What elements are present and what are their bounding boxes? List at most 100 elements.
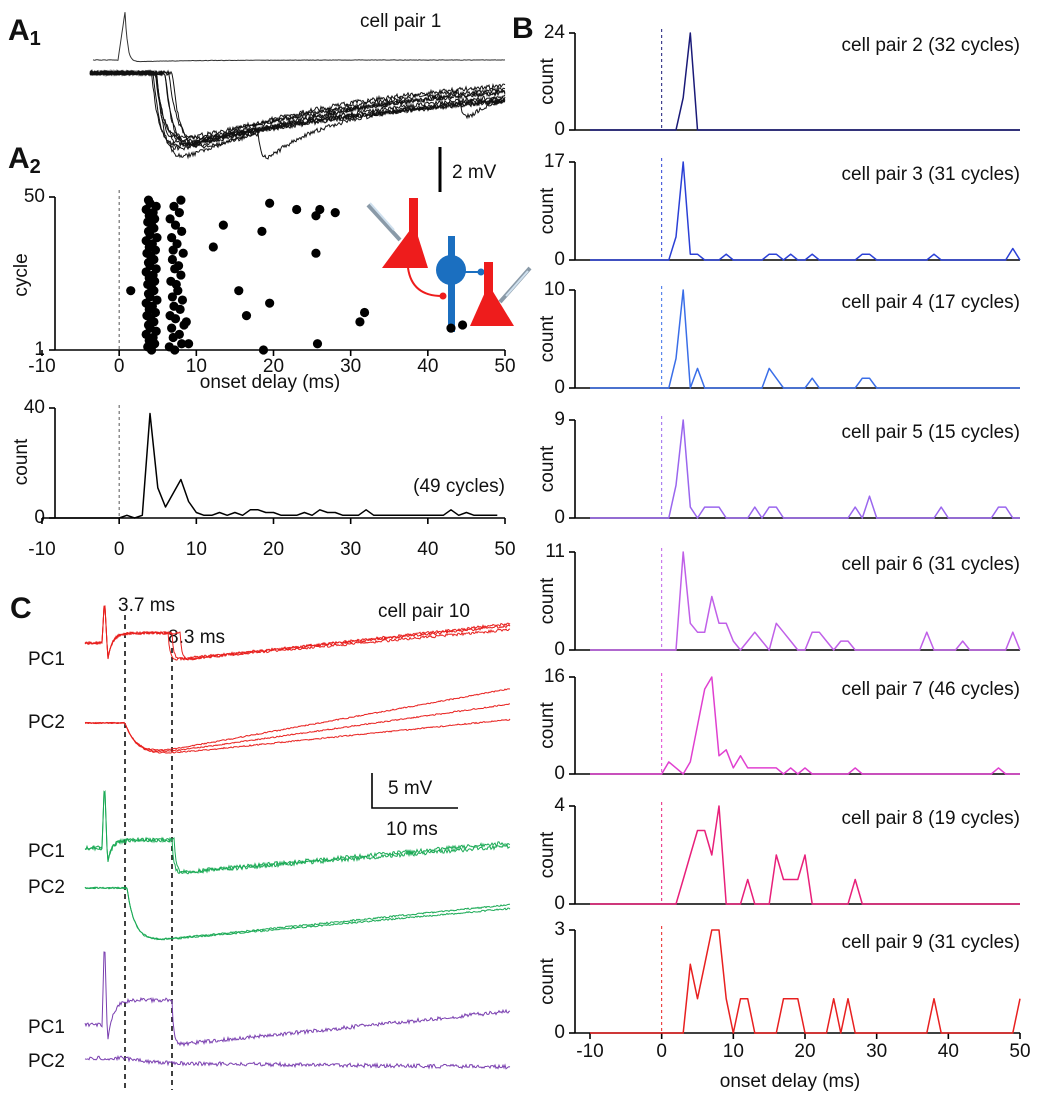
pipette bbox=[505, 270, 529, 297]
x-tick-label: 20 bbox=[263, 539, 284, 560]
dendrite bbox=[484, 262, 493, 302]
point bbox=[446, 323, 456, 333]
scale-label: 5 mV bbox=[388, 778, 433, 799]
y-tick-label: 50 bbox=[24, 186, 45, 207]
circuit-icon bbox=[366, 198, 532, 332]
x-tick-label: 50 bbox=[494, 356, 515, 377]
x-tick-label: 20 bbox=[263, 356, 284, 377]
synapse bbox=[477, 268, 485, 276]
y-tick-label: 24 bbox=[544, 22, 566, 43]
point bbox=[174, 208, 184, 218]
trace bbox=[89, 69, 506, 149]
pyramidal-cell bbox=[470, 290, 514, 326]
y-tick-label: 9 bbox=[554, 409, 565, 430]
point bbox=[311, 211, 321, 221]
point bbox=[265, 298, 275, 308]
y-tick-label: 0 bbox=[554, 249, 565, 270]
point bbox=[234, 286, 244, 296]
point bbox=[184, 339, 194, 349]
y-tick-label: 0 bbox=[554, 763, 565, 784]
trace bbox=[89, 68, 506, 152]
chart-title: cell pair 8 (19 cycles) bbox=[842, 808, 1020, 829]
y-axis-label: count bbox=[537, 831, 558, 878]
panel-label: A2 bbox=[8, 142, 41, 178]
y-axis-label: count bbox=[537, 958, 558, 1005]
y-tick-label: 0 bbox=[554, 377, 565, 398]
pyramidal-cell bbox=[382, 230, 428, 268]
x-tick-label: 10 bbox=[186, 356, 207, 377]
trace-label: PC1 bbox=[28, 841, 65, 862]
point bbox=[177, 295, 188, 305]
chart-title: cell pair 9 (31 cycles) bbox=[842, 932, 1020, 953]
point bbox=[218, 220, 228, 230]
trace bbox=[84, 790, 511, 875]
y-tick-label: 0 bbox=[554, 1022, 565, 1043]
panel-letter: A bbox=[8, 142, 30, 175]
axon bbox=[407, 267, 443, 297]
pipette bbox=[369, 202, 395, 231]
point bbox=[208, 242, 218, 252]
scale-label: 10 ms bbox=[386, 819, 438, 840]
line bbox=[590, 929, 1021, 1034]
y-tick-label: 11 bbox=[545, 541, 565, 562]
marker-label: 8.3 ms bbox=[168, 627, 225, 648]
y-axis-label: count bbox=[537, 445, 558, 492]
y-tick-label: 0 bbox=[554, 639, 565, 660]
trace bbox=[92, 12, 506, 63]
panel-label: C bbox=[10, 592, 32, 625]
chart-title: cell pair 4 (17 cycles) bbox=[842, 292, 1020, 313]
point bbox=[164, 342, 174, 352]
trace-label: PC1 bbox=[28, 1017, 65, 1038]
synapse bbox=[439, 292, 447, 300]
point bbox=[265, 198, 275, 208]
point bbox=[167, 292, 178, 302]
x-tick-label: 50 bbox=[1009, 1041, 1030, 1062]
point bbox=[165, 214, 175, 224]
point bbox=[181, 317, 191, 327]
point bbox=[174, 329, 184, 339]
trace bbox=[84, 789, 511, 875]
point bbox=[311, 248, 321, 258]
point bbox=[167, 232, 177, 243]
trace-title: cell pair 10 bbox=[378, 601, 470, 622]
pipette bbox=[366, 203, 402, 242]
y-axis-label: count bbox=[11, 438, 32, 485]
x-tick-label: -10 bbox=[28, 539, 55, 560]
point bbox=[143, 195, 154, 205]
marker-label: 3.7 ms bbox=[118, 595, 175, 616]
y-tick-label: 4 bbox=[554, 795, 565, 816]
y-tick-label: 40 bbox=[24, 397, 45, 418]
point bbox=[169, 201, 179, 211]
point bbox=[167, 323, 177, 333]
panel-label: B bbox=[512, 12, 534, 45]
line bbox=[42, 412, 498, 519]
point bbox=[177, 226, 187, 236]
trace bbox=[84, 1054, 511, 1070]
trace-title: cell pair 1 bbox=[360, 11, 441, 32]
trace bbox=[84, 605, 511, 661]
interneuron bbox=[436, 255, 466, 285]
point bbox=[177, 339, 187, 349]
point bbox=[176, 195, 186, 205]
point bbox=[173, 261, 184, 271]
y-tick-label: 16 bbox=[544, 666, 565, 687]
chart-title: cell pair 2 (32 cycles) bbox=[842, 35, 1020, 56]
trace bbox=[84, 718, 511, 754]
point bbox=[312, 339, 323, 349]
y-tick-label: 0 bbox=[554, 507, 565, 528]
y-tick-label: 0 bbox=[554, 893, 565, 914]
trace bbox=[84, 886, 510, 941]
point bbox=[167, 254, 178, 265]
line bbox=[590, 551, 1021, 651]
y-axis-label: cycle bbox=[11, 253, 32, 296]
x-tick-label: 0 bbox=[114, 539, 125, 560]
x-tick-label: 0 bbox=[114, 356, 125, 377]
y-tick-label: 10 bbox=[544, 279, 565, 300]
annotation: (49 cycles) bbox=[413, 476, 505, 497]
x-axis-label: onset delay (ms) bbox=[200, 372, 340, 393]
trace-label: PC1 bbox=[28, 649, 65, 670]
x-axis-label: onset delay (ms) bbox=[720, 1071, 860, 1092]
dendrite bbox=[409, 198, 418, 238]
point bbox=[152, 295, 162, 305]
x-tick-label: 0 bbox=[656, 1041, 667, 1062]
